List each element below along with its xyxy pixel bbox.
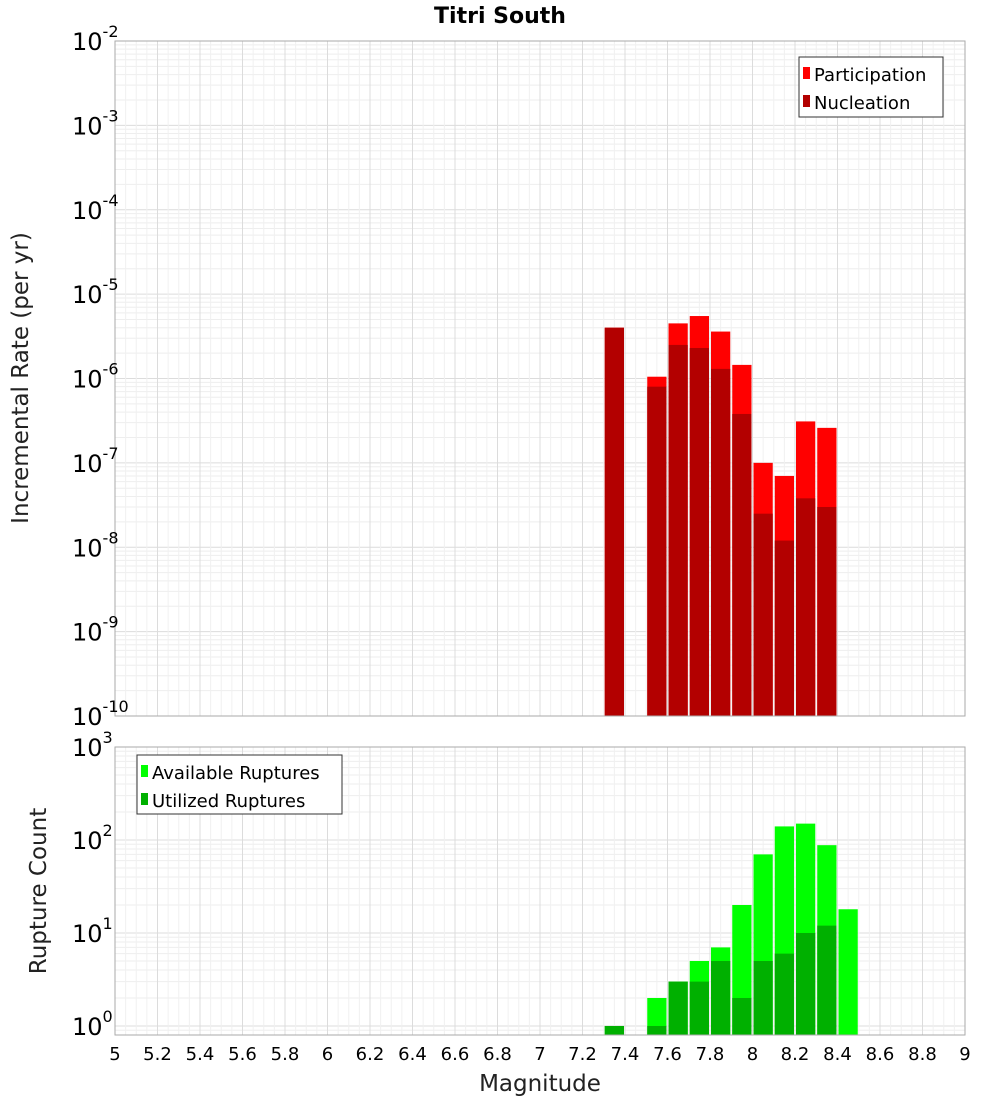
y-tick-label: 102 bbox=[72, 821, 113, 855]
bar bbox=[668, 981, 688, 1035]
bar bbox=[817, 925, 837, 1035]
chart-title: Titri South bbox=[434, 4, 566, 29]
legend-entry: Utilized Ruptures bbox=[152, 791, 305, 812]
x-tick-label: 8.6 bbox=[866, 1044, 895, 1065]
bar bbox=[796, 498, 816, 716]
legend-swatch bbox=[141, 765, 148, 777]
y-tick-label: 103 bbox=[72, 728, 113, 762]
y-tick-label: 10-9 bbox=[72, 613, 119, 647]
bar bbox=[647, 386, 667, 716]
x-tick-label: 7.4 bbox=[611, 1044, 640, 1065]
x-tick-label: 7 bbox=[534, 1044, 545, 1065]
bar bbox=[689, 347, 709, 716]
legend: Participation Nucleation bbox=[798, 56, 944, 118]
plot-border bbox=[114, 40, 966, 717]
legend-entry: Available Ruptures bbox=[152, 763, 320, 784]
y-tick-labels: 103 102 101 100 bbox=[72, 728, 113, 1041]
x-tick-label: 5.2 bbox=[143, 1044, 172, 1065]
bar bbox=[668, 344, 688, 716]
x-tick-label: 6 bbox=[322, 1044, 333, 1065]
bar bbox=[604, 1025, 624, 1035]
y-tick-labels: 10-2 10-3 10-4 10-5 10-6 10-7 10-8 10-9 10-10 bbox=[72, 22, 129, 731]
magnitude-axis-label: Magnitude bbox=[479, 1071, 601, 1097]
series-1 bbox=[604, 925, 837, 1035]
legend-entry: Participation bbox=[814, 65, 926, 86]
legend-swatch bbox=[803, 67, 810, 79]
y-tick-label: 100 bbox=[72, 1007, 113, 1041]
bar bbox=[796, 932, 816, 1035]
legend-entry: Nucleation bbox=[814, 93, 910, 114]
x-tick-label: 7.8 bbox=[696, 1044, 725, 1065]
series-1 bbox=[604, 327, 837, 716]
count-panel: 103 102 101 100 5 5.2 5.4 5.6 5.8 6 6.2 6.4 6.6 6.8 7 7… bbox=[72, 728, 971, 1065]
bar bbox=[838, 909, 858, 1035]
bar bbox=[711, 368, 731, 716]
x-tick-label: 8.8 bbox=[908, 1044, 937, 1065]
bar bbox=[753, 513, 773, 716]
y-tick-label: 10-6 bbox=[72, 360, 119, 394]
legend-box bbox=[798, 56, 944, 118]
legend: Available Ruptures Utilized Ruptures bbox=[136, 754, 343, 815]
y-tick-label: 10-8 bbox=[72, 528, 119, 562]
bar bbox=[774, 953, 794, 1035]
x-tick-label: 9 bbox=[959, 1044, 970, 1065]
x-tick-label: 5.4 bbox=[186, 1044, 215, 1065]
legend-swatch bbox=[803, 95, 810, 107]
count-axis-label: Rupture Count bbox=[26, 808, 52, 974]
x-tick-label: 6.2 bbox=[356, 1044, 385, 1065]
x-tick-label: 8.4 bbox=[823, 1044, 852, 1065]
y-tick-label: 10-5 bbox=[72, 275, 119, 309]
bar bbox=[647, 997, 667, 1035]
y-tick-label: 10-2 bbox=[72, 22, 119, 56]
y-tick-label: 10-10 bbox=[72, 697, 129, 731]
legend-swatch bbox=[141, 793, 148, 805]
x-tick-labels: 5 5.2 5.4 5.6 5.8 6 6.2 6.4 6.6 6.8 7 7.2 7.4 7.6 7.8 8… bbox=[109, 1044, 970, 1065]
x-tick-label: 6.4 bbox=[398, 1044, 427, 1065]
y-tick-label: 10-7 bbox=[72, 444, 119, 478]
bar bbox=[732, 997, 752, 1035]
x-tick-label: 8 bbox=[747, 1044, 758, 1065]
grid-lines bbox=[114, 41, 966, 717]
y-tick-label: 10-3 bbox=[72, 106, 119, 140]
x-tick-label: 5 bbox=[109, 1044, 120, 1065]
rate-panel: 10-2 10-3 10-4 10-5 10-6 10-7 10-8 10-9 10-10 Par… bbox=[72, 22, 966, 731]
bar bbox=[711, 960, 731, 1035]
bar bbox=[774, 540, 794, 716]
bar bbox=[647, 1025, 667, 1035]
plot-border bbox=[114, 746, 966, 1036]
rate-axis-label: Incremental Rate (per yr) bbox=[8, 232, 34, 524]
x-tick-label: 7.6 bbox=[653, 1044, 682, 1065]
x-tick-label: 5.8 bbox=[271, 1044, 300, 1065]
bar bbox=[817, 506, 837, 716]
bar bbox=[753, 960, 773, 1035]
x-tick-label: 6.8 bbox=[483, 1044, 512, 1065]
x-tick-label: 5.6 bbox=[228, 1044, 257, 1065]
bar bbox=[604, 327, 624, 716]
y-tick-label: 101 bbox=[72, 914, 113, 948]
x-tick-label: 7.2 bbox=[568, 1044, 597, 1065]
bar bbox=[689, 981, 709, 1035]
y-tick-label: 10-4 bbox=[72, 191, 119, 225]
legend-box bbox=[136, 754, 343, 815]
bar bbox=[732, 413, 752, 716]
x-tick-label: 6.6 bbox=[441, 1044, 470, 1065]
x-tick-label: 8.2 bbox=[781, 1044, 810, 1065]
